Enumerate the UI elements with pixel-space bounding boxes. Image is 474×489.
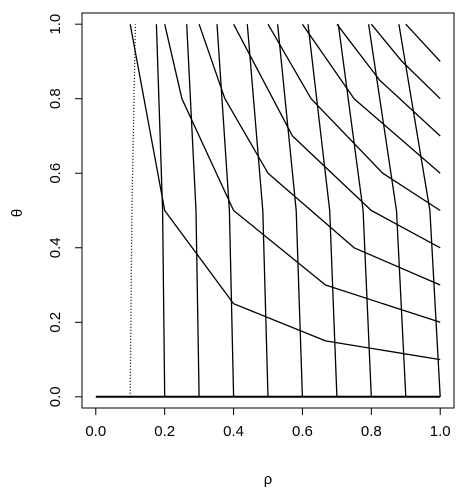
y-tick-label: 0.6: [47, 163, 64, 184]
x-tick-label: 0.2: [154, 423, 175, 440]
curve: [367, 24, 407, 397]
curve: [370, 23, 441, 100]
curve: [307, 24, 338, 397]
plot-area: [95, 23, 441, 398]
x-tick-label: 0.4: [223, 423, 244, 440]
curve: [337, 24, 372, 397]
curve: [336, 23, 441, 137]
plot-frame: [81, 12, 455, 409]
x-tick-label: 1.0: [430, 423, 451, 440]
x-tick-label: 0.0: [85, 423, 106, 440]
curve: [129, 24, 441, 361]
x-tick-label: 0.8: [361, 423, 382, 440]
curve: [398, 24, 441, 397]
curve: [301, 23, 441, 174]
y-axis-label: θ: [9, 209, 26, 217]
curve: [155, 24, 166, 397]
curve: [164, 24, 441, 323]
curve: [216, 24, 235, 397]
y-tick-label: 0.0: [47, 386, 64, 407]
curve: [267, 23, 441, 212]
curve: [246, 24, 269, 397]
curve: [186, 24, 200, 397]
y-tick-label: 0.2: [47, 312, 64, 333]
x-tick-label: 0.6: [292, 423, 313, 440]
y-tick-label: 0.8: [47, 88, 64, 109]
curve: [276, 24, 304, 397]
curve: [233, 23, 441, 249]
curve: [129, 24, 137, 397]
curve: [198, 23, 441, 286]
y-tick-label: 1.0: [47, 14, 64, 35]
x-axis-label: ρ: [264, 471, 273, 488]
curve: [405, 23, 441, 62]
y-tick-label: 0.4: [47, 237, 64, 258]
